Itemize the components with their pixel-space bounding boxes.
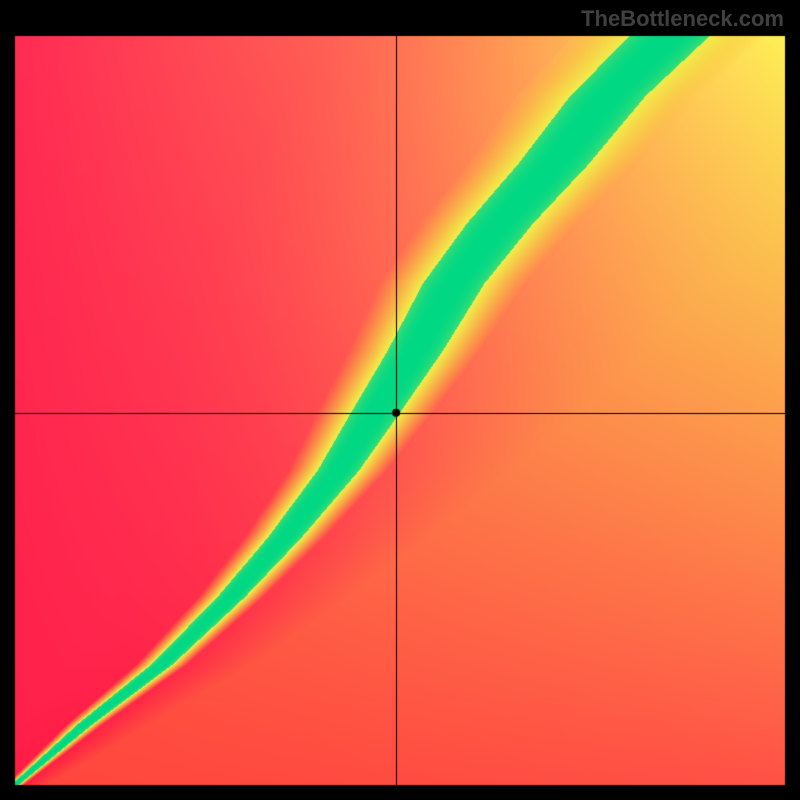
watermark-text: TheBottleneck.com: [581, 6, 784, 32]
chart-container: TheBottleneck.com: [0, 0, 800, 800]
bottleneck-heatmap: [0, 0, 800, 800]
